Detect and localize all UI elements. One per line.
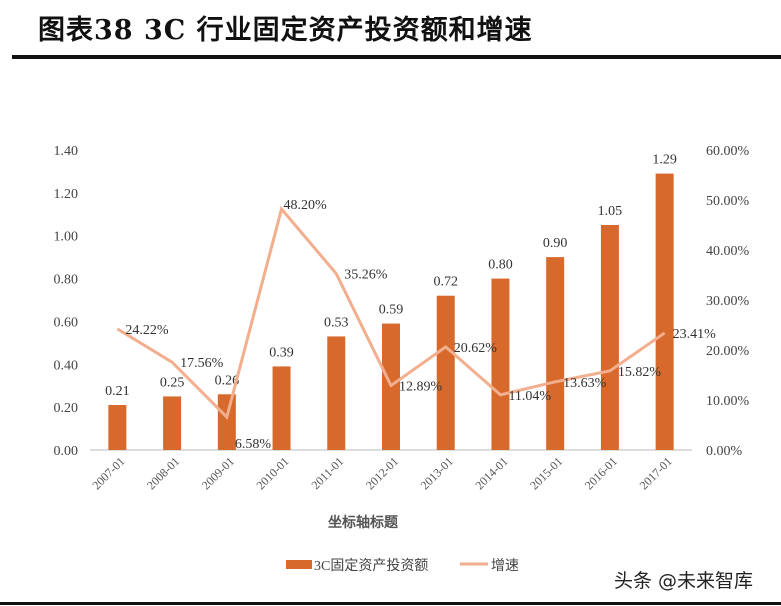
y2-tick-label: 40.00% <box>706 244 750 259</box>
growth-label: 35.26% <box>344 268 388 283</box>
bar <box>163 396 182 450</box>
bar-label: 0.53 <box>324 315 349 330</box>
bottom-rule <box>0 602 781 605</box>
growth-label: 12.89% <box>399 380 443 395</box>
bar <box>108 405 127 450</box>
y2-tick-label: 0.00% <box>706 444 743 459</box>
bar <box>600 225 619 450</box>
legend-label-line: 增速 <box>491 558 519 574</box>
watermark: 头条 @未来智库 <box>614 570 754 592</box>
bar-label: 1.29 <box>652 153 677 168</box>
bar-label: 1.05 <box>598 204 623 219</box>
growth-label: 24.22% <box>125 323 169 338</box>
growth-label: 17.56% <box>180 356 224 371</box>
bar-label: 0.26 <box>215 373 240 388</box>
bar <box>491 278 510 450</box>
y2-tick-label: 50.00% <box>706 194 750 209</box>
x-tick-label: 2017-01 <box>637 454 675 492</box>
growth-label: 11.04% <box>508 389 551 404</box>
bar-label: 0.90 <box>543 236 568 251</box>
growth-label: 6.58% <box>235 437 272 452</box>
growth-label: 23.41% <box>673 327 717 342</box>
y-tick-label: 0.80 <box>54 273 79 288</box>
y-tick-label: 0.40 <box>54 358 79 373</box>
bar <box>655 173 674 451</box>
y2-tick-label: 60.00% <box>706 144 750 159</box>
bar-label: 0.72 <box>433 275 458 290</box>
y2-tick-label: 10.00% <box>706 394 750 409</box>
x-tick-label: 2014-01 <box>472 454 510 492</box>
x-tick-label: 2012-01 <box>363 454 401 492</box>
y-tick-label: 1.20 <box>54 187 79 202</box>
y-tick-label: 1.40 <box>54 144 79 159</box>
y2-tick-label: 20.00% <box>706 344 750 359</box>
x-axis-title: 坐标轴标题 <box>328 514 399 531</box>
y-tick-label: 0.60 <box>54 315 79 330</box>
y-tick-label: 0.20 <box>54 401 79 416</box>
bar-label: 0.25 <box>160 375 185 390</box>
y-tick-label: 1.00 <box>54 230 79 245</box>
title-rule <box>12 55 781 59</box>
growth-label: 15.82% <box>618 365 662 380</box>
x-tick-label: 2011-01 <box>309 454 347 492</box>
x-tick-label: 2013-01 <box>418 454 456 492</box>
bar-label: 0.59 <box>379 303 404 318</box>
legend-label-bars: 3C固定资产投资额 <box>314 558 428 574</box>
bar <box>272 366 291 450</box>
x-tick-label: 2009-01 <box>199 454 237 492</box>
x-tick-label: 2010-01 <box>253 454 291 492</box>
x-tick-label: 2007-01 <box>89 454 127 492</box>
legend-swatch-bars <box>286 560 312 569</box>
bar-label: 0.21 <box>105 384 130 399</box>
growth-label: 13.63% <box>563 376 607 391</box>
bar <box>436 295 455 450</box>
chart-title: 图表38 3C 行业固定资产投资额和增速 <box>38 15 533 46</box>
y2-tick-label: 30.00% <box>706 294 750 309</box>
y-tick-label: 0.00 <box>54 444 79 459</box>
x-tick-label: 2015-01 <box>527 454 565 492</box>
bar <box>327 336 346 450</box>
x-tick-label: 2016-01 <box>582 454 620 492</box>
bar-label: 0.80 <box>488 258 513 273</box>
x-tick-label: 2008-01 <box>144 454 182 492</box>
growth-label: 20.62% <box>454 341 498 356</box>
bar <box>546 257 565 450</box>
bar-label: 0.39 <box>269 345 294 360</box>
growth-label: 48.20% <box>284 198 328 213</box>
bar <box>217 394 236 450</box>
